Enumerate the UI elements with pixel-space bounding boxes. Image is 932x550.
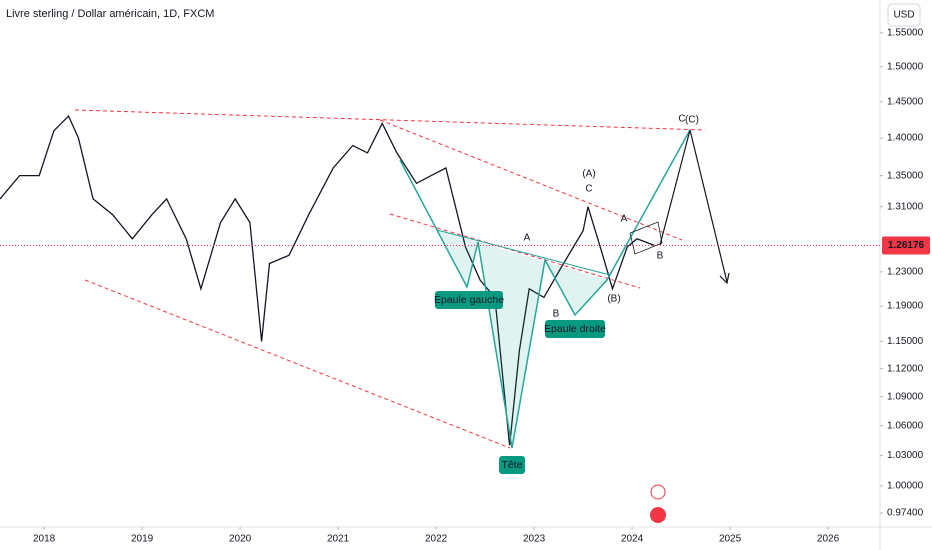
y-tick-label: 1.15000 [887, 336, 924, 347]
x-tick-label: 2021 [327, 534, 350, 545]
wave-label: C [678, 114, 685, 125]
y-tick-label: 1.23000 [887, 267, 924, 278]
x-tick-label: 2023 [523, 534, 546, 545]
y-tick-label: 1.03000 [887, 450, 924, 461]
y-tick-label: 1.35000 [887, 170, 924, 181]
pattern-label: Tête [501, 459, 522, 471]
y-tick-label: 1.12000 [887, 363, 924, 374]
pattern-line [399, 129, 691, 449]
y-tick-label: 1.45000 [887, 96, 924, 107]
wave-label: A [621, 214, 628, 225]
trend-line [389, 213, 641, 289]
pattern-label: Épaule gauche [434, 293, 504, 306]
pattern-label-box [435, 291, 503, 309]
currency[interactable]: USD [893, 10, 914, 21]
price-label: 1.26176 [888, 240, 925, 251]
price-label-box [882, 236, 930, 255]
neckline [436, 229, 611, 276]
pattern-label-box [499, 456, 525, 474]
y-tick-label: 1.50000 [887, 61, 924, 72]
x-tick-label: 2026 [817, 534, 840, 545]
y-tick-label: 1.40000 [887, 133, 924, 144]
y-tick-label: 1.55000 [887, 27, 924, 38]
chart-title: Livre sterling / Dollar américain, 1D, F… [6, 8, 214, 20]
y-tick-label: 1.31000 [887, 201, 924, 212]
wave-label: (C) [685, 115, 699, 126]
wave-label: (A) [582, 169, 595, 180]
y-tick-label: 0.97400 [887, 508, 924, 519]
wave-label: A [524, 233, 531, 244]
pattern-fill [437, 230, 607, 448]
projection [659, 129, 728, 283]
price-line [0, 114, 655, 446]
y-tick-label: 1.09000 [887, 391, 924, 402]
wave-label: B [553, 309, 560, 320]
wave-label: C [585, 184, 592, 195]
drawings [74, 109, 730, 523]
y-tick-label: 1.00000 [887, 481, 924, 492]
x-tick-label: 2019 [131, 534, 154, 545]
pattern-label-box [545, 320, 605, 338]
trend-line [84, 279, 511, 449]
pattern-label: Epaule droite [544, 323, 606, 335]
y-tick-label: 1.06000 [887, 420, 924, 431]
wave-label: (B) [607, 294, 620, 305]
x-tick-label: 2024 [621, 534, 644, 545]
currency-button[interactable] [887, 3, 921, 27]
y-tick-label: 1.19000 [887, 301, 924, 312]
trend-line [74, 109, 706, 131]
wedge [629, 221, 663, 255]
trend-line [379, 119, 683, 241]
x-tick-label: 2018 [33, 534, 56, 545]
event-icon[interactable] [650, 507, 666, 523]
x-tick-label: 2020 [229, 534, 252, 545]
wave-label: B [657, 251, 664, 262]
x-tick-label: 2022 [425, 534, 448, 545]
arrow-head [719, 272, 730, 285]
x-tick-label: 2025 [719, 534, 742, 545]
event-icon[interactable] [650, 484, 666, 500]
